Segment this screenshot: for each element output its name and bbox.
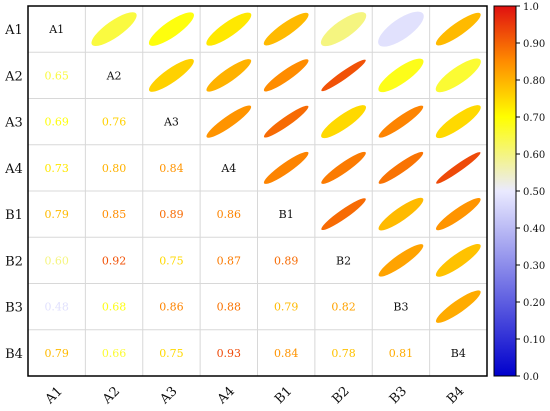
correlation-ellipse: [378, 151, 424, 184]
correlation-value: 0.66: [102, 347, 127, 360]
correlation-value: 0.84: [159, 162, 184, 175]
y-tick-label: A3: [4, 116, 23, 131]
correlation-value: 0.73: [44, 162, 69, 175]
y-tick-label: B4: [5, 347, 23, 362]
x-tick-label: A2: [99, 384, 123, 408]
colorbar-tick-label: 0.40: [523, 224, 545, 235]
correlation-value: 0.68: [102, 301, 127, 314]
colorbar-gradient: [493, 5, 517, 377]
correlation-ellipse: [435, 12, 481, 46]
correlation-value: 0.75: [159, 347, 184, 360]
correlation-value: 0.93: [217, 347, 242, 360]
correlation-ellipse: [378, 244, 424, 277]
correlation-value: 0.69: [44, 116, 69, 129]
diagonal-label-a3: A3: [163, 116, 179, 129]
correlation-ellipse: [435, 244, 481, 277]
correlation-ellipse: [435, 58, 481, 93]
correlation-ellipse: [435, 198, 481, 231]
correlation-value: 0.79: [44, 347, 69, 360]
colorbar: 0.0 0.10 0.20 0.30 0.40 0.50 0.60 0.70 0.80 0.90 1…: [493, 2, 545, 383]
diagonal-label-b4: B4: [451, 347, 466, 360]
diagonal-label-a2: A2: [106, 69, 122, 82]
y-tick-label: B2: [5, 254, 23, 269]
correlation-ellipse: [435, 105, 481, 139]
diagonal-label-a1: A1: [48, 23, 64, 36]
colorbar-tick-label: 0.30: [523, 261, 545, 272]
matrix-frame: [27, 5, 488, 377]
correlation-ellipse: [206, 59, 252, 92]
correlation-value: 0.79: [274, 301, 299, 314]
correlation-value: 0.89: [274, 254, 299, 267]
correlation-ellipse: [321, 151, 366, 184]
correlation-value: 0.80: [102, 162, 127, 175]
x-tick-label: A4: [214, 384, 238, 408]
matrix-cells: A1 0.65 A2 0.69 0.76 A3 0.73 0.80 0.84 A4 0.79 0.85…: [44, 11, 481, 360]
correlation-ellipse: [263, 59, 309, 92]
matrix-grid: [28, 6, 487, 376]
correlation-ellipse: [206, 12, 252, 46]
correlation-value: 0.60: [44, 254, 69, 267]
correlation-ellipse: [320, 12, 367, 47]
y-tick-label: A2: [4, 69, 23, 84]
x-tick-label: A3: [157, 384, 181, 408]
correlation-value: 0.75: [159, 254, 184, 267]
colorbar-tick-label: 0.90: [523, 39, 545, 50]
correlation-ellipse: [148, 12, 194, 46]
y-tick-label: A1: [4, 23, 23, 38]
correlation-ellipse: [321, 59, 366, 92]
correlation-value: 0.84: [274, 347, 299, 360]
colorbar-tick-label: 0.50: [523, 187, 545, 198]
correlation-value: 0.48: [44, 301, 69, 314]
correlation-ellipse: [149, 58, 194, 92]
correlation-ellipse: [378, 58, 424, 93]
correlation-ellipse: [263, 151, 309, 184]
colorbar-tick-label: 0.10: [523, 335, 545, 346]
correlation-ellipse: [91, 12, 137, 46]
colorbar-tick-label: 0.80: [523, 76, 545, 87]
correlation-ellipse: [378, 197, 424, 231]
diagonal-label-b2: B2: [336, 254, 351, 267]
correlation-value: 0.81: [389, 347, 414, 360]
correlation-ellipse: [321, 198, 366, 231]
colorbar-tick-label: 0.20: [523, 298, 545, 309]
correlation-ellipse: [378, 11, 424, 47]
correlation-ellipse: [436, 152, 481, 184]
correlation-ellipse: [263, 12, 309, 46]
correlation-ellipse: [378, 105, 424, 138]
correlation-value: 0.92: [102, 254, 127, 267]
x-tick-label: B1: [272, 384, 295, 407]
diagonal-label-a4: A4: [220, 162, 236, 175]
correlation-value: 0.87: [217, 254, 242, 267]
x-tick-label: B4: [444, 384, 467, 407]
colorbar-tick-label: 0.60: [523, 150, 545, 161]
y-tick-label: A4: [4, 162, 23, 177]
colorbar-tick-label: 0.0: [523, 372, 539, 383]
colorbar-tick-label: 0.70: [523, 113, 545, 124]
correlation-ellipse: [263, 105, 309, 138]
correlation-value: 0.85: [102, 208, 127, 221]
correlation-value: 0.65: [44, 69, 69, 82]
correlation-value: 0.82: [331, 301, 356, 314]
diagonal-label-b1: B1: [279, 208, 294, 221]
y-tick-label: B1: [5, 208, 23, 223]
correlation-ellipse: [435, 290, 481, 323]
x-tick-label: B2: [329, 384, 352, 407]
y-tick-label: B3: [5, 301, 23, 316]
correlation-value: 0.89: [159, 208, 184, 221]
x-tick-label: B3: [387, 384, 410, 407]
colorbar-tick-label: 1.0: [523, 2, 539, 13]
correlation-value: 0.78: [331, 347, 356, 360]
x-tick-label: A1: [42, 384, 66, 408]
correlation-ellipse: [321, 105, 367, 139]
correlation-ellipse: [206, 105, 252, 138]
correlation-value: 0.86: [217, 208, 242, 221]
correlation-value: 0.88: [217, 301, 242, 314]
correlation-value: 0.76: [102, 116, 127, 129]
correlation-value: 0.79: [44, 208, 69, 221]
correlation-value: 0.86: [159, 301, 184, 314]
diagonal-label-b3: B3: [393, 301, 408, 314]
